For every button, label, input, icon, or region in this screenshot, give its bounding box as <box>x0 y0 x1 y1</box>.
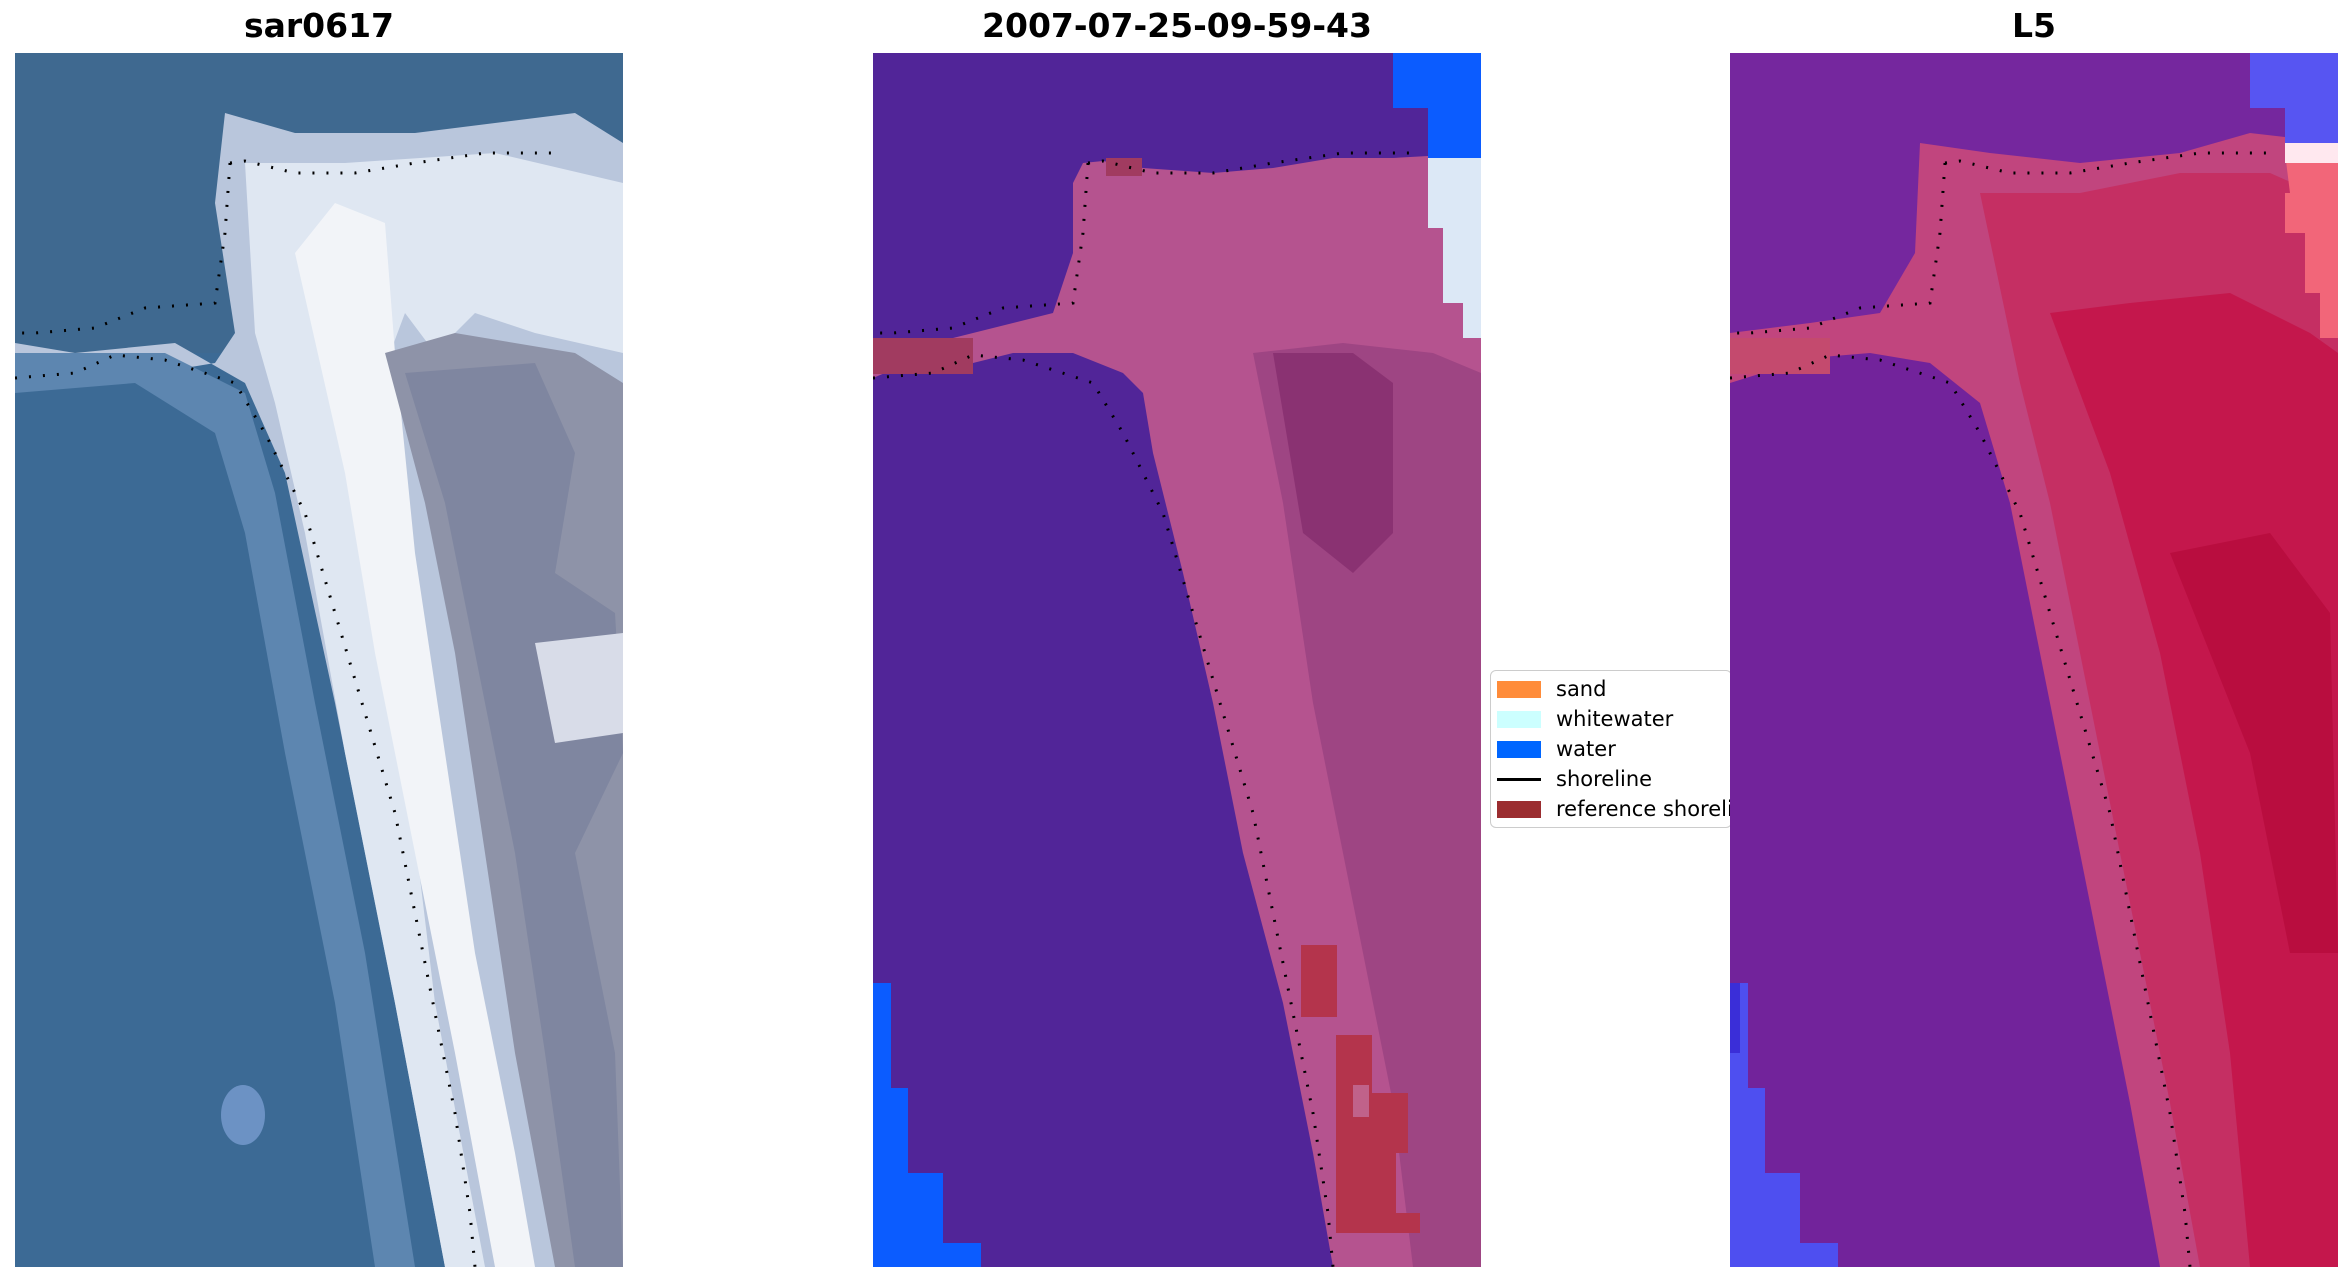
legend-item-water: water <box>1497 735 1616 763</box>
mndwi-image-panel <box>1730 53 2338 1267</box>
mndwi-image-title: L5 <box>2012 6 2056 45</box>
legend-item-shoreline: shoreline <box>1497 765 1652 793</box>
legend-item-reference-shoreline: reference shoreli <box>1497 795 1732 823</box>
classified-image <box>873 53 1481 1267</box>
rgb-image-panel <box>15 53 623 1267</box>
sand-swatch <box>1497 680 1541 698</box>
rgb-image-title: sar0617 <box>243 6 395 45</box>
legend-item-sand: sand <box>1497 675 1606 703</box>
legend-label: reference shoreli <box>1556 797 1732 821</box>
water-swatch <box>1497 740 1541 758</box>
classified-image-panel <box>873 53 1481 1267</box>
rgb-image <box>15 53 623 1267</box>
legend-label: whitewater <box>1556 707 1674 731</box>
shoreline-line-swatch <box>1497 777 1541 781</box>
legend-label: water <box>1556 737 1616 761</box>
reference-shoreline-swatch <box>1497 800 1541 818</box>
classified-image-title: 2007-07-25-09-59-43 <box>982 6 1372 45</box>
mndwi-image <box>1730 53 2338 1267</box>
legend-label: shoreline <box>1556 767 1653 791</box>
legend-item-whitewater: whitewater <box>1497 705 1673 733</box>
legend-label: sand <box>1556 677 1607 701</box>
legend: sand whitewater water shoreline referenc… <box>1490 670 1732 828</box>
whitewater-swatch <box>1497 710 1541 728</box>
